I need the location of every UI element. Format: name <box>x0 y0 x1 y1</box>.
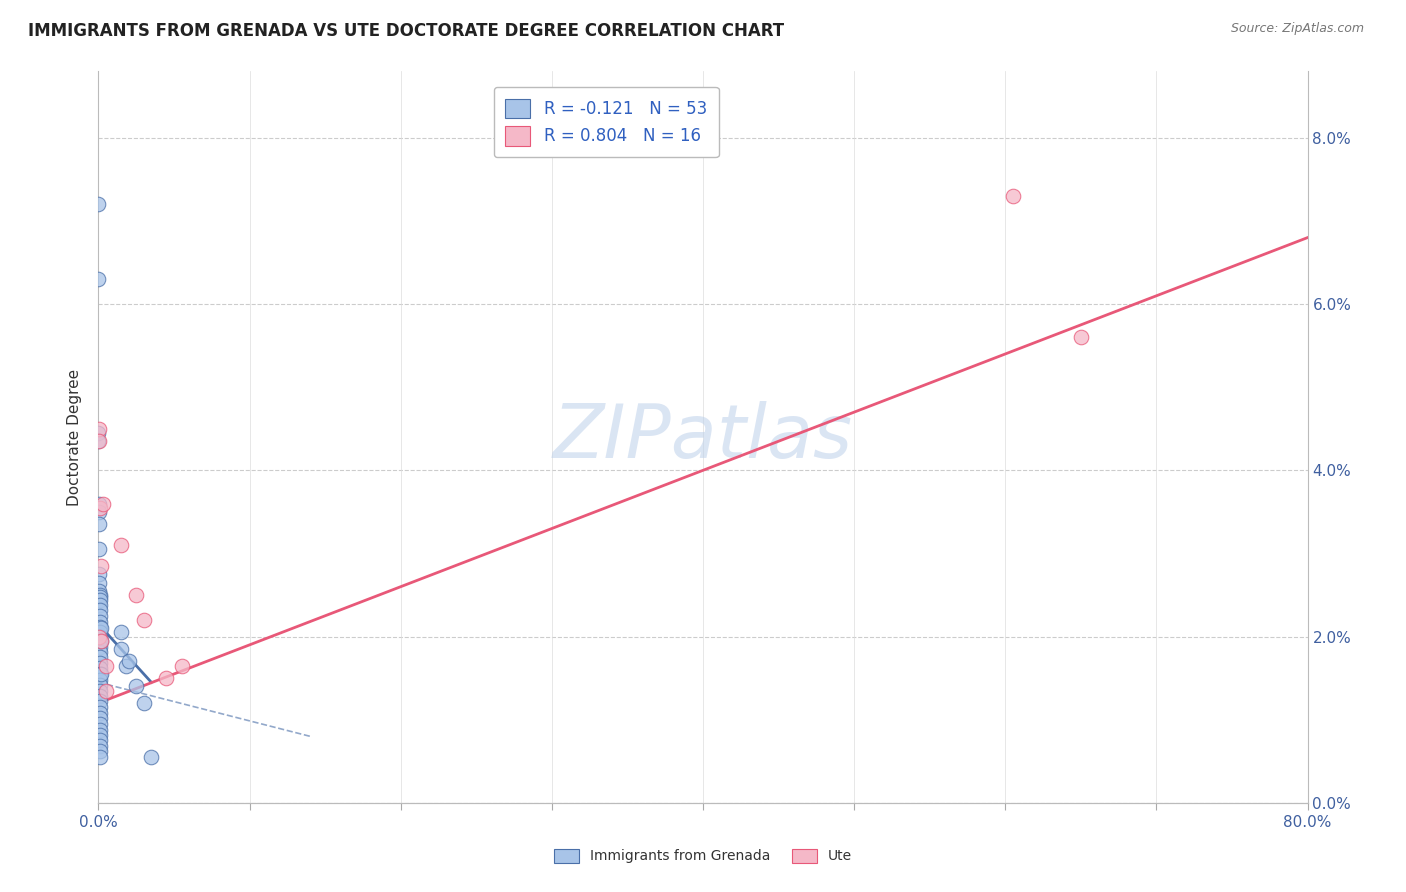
Point <box>89 728 111 742</box>
Point <box>89 650 111 665</box>
Legend: Immigrants from Grenada, Ute: Immigrants from Grenada, Ute <box>548 843 858 869</box>
Point <box>90 621 112 635</box>
Point <box>141 750 163 764</box>
Text: Source: ZipAtlas.com: Source: ZipAtlas.com <box>1230 22 1364 36</box>
Point <box>89 716 111 731</box>
Point <box>89 630 111 644</box>
Point <box>110 625 132 640</box>
Point <box>89 500 111 515</box>
Point <box>90 667 112 681</box>
Point <box>89 497 111 511</box>
Point <box>94 683 117 698</box>
Point <box>87 272 110 286</box>
Point <box>89 678 111 692</box>
Point <box>89 603 111 617</box>
Point <box>89 723 111 737</box>
Point <box>89 575 111 590</box>
Point <box>89 619 111 633</box>
Point <box>89 505 111 519</box>
Point <box>89 422 111 436</box>
Point <box>91 497 114 511</box>
Point <box>89 588 111 602</box>
Point <box>89 598 111 612</box>
Y-axis label: Doctorate Degree: Doctorate Degree <box>67 368 83 506</box>
Point <box>110 538 132 552</box>
Point <box>155 671 177 685</box>
Point <box>87 197 110 211</box>
Point <box>90 633 112 648</box>
Point <box>87 425 110 440</box>
Point <box>114 658 136 673</box>
Point <box>89 711 111 725</box>
Point <box>125 588 148 602</box>
Point <box>89 640 111 654</box>
Point <box>89 608 111 623</box>
Point <box>89 583 111 598</box>
Point <box>94 658 117 673</box>
Point <box>132 696 155 710</box>
Point <box>89 667 111 681</box>
Point <box>118 655 141 669</box>
Point <box>90 633 112 648</box>
Point <box>89 517 111 532</box>
Point <box>89 615 111 629</box>
Point <box>89 733 111 747</box>
Point <box>89 739 111 754</box>
Point <box>90 558 112 573</box>
Point <box>89 434 111 449</box>
Point <box>89 656 111 670</box>
Text: IMMIGRANTS FROM GRENADA VS UTE DOCTORATE DEGREE CORRELATION CHART: IMMIGRANTS FROM GRENADA VS UTE DOCTORATE… <box>28 22 785 40</box>
Point <box>89 706 111 720</box>
Point <box>89 661 111 675</box>
Point <box>87 434 110 449</box>
Point <box>89 744 111 758</box>
Point <box>89 593 111 607</box>
Point <box>125 680 148 694</box>
Point <box>1001 189 1024 203</box>
Point <box>89 567 111 582</box>
Text: ZIPatlas: ZIPatlas <box>553 401 853 473</box>
Point <box>170 658 193 673</box>
Point <box>89 694 111 708</box>
Point <box>89 700 111 714</box>
Point <box>89 590 111 604</box>
Point <box>110 642 132 657</box>
Point <box>1070 330 1092 344</box>
Point <box>89 750 111 764</box>
Point <box>132 613 155 627</box>
Point <box>89 633 111 648</box>
Point <box>89 673 111 687</box>
Point <box>89 644 111 658</box>
Point <box>89 542 111 557</box>
Point <box>89 625 111 640</box>
Point <box>89 690 111 704</box>
Point <box>89 683 111 698</box>
Point <box>89 630 111 644</box>
